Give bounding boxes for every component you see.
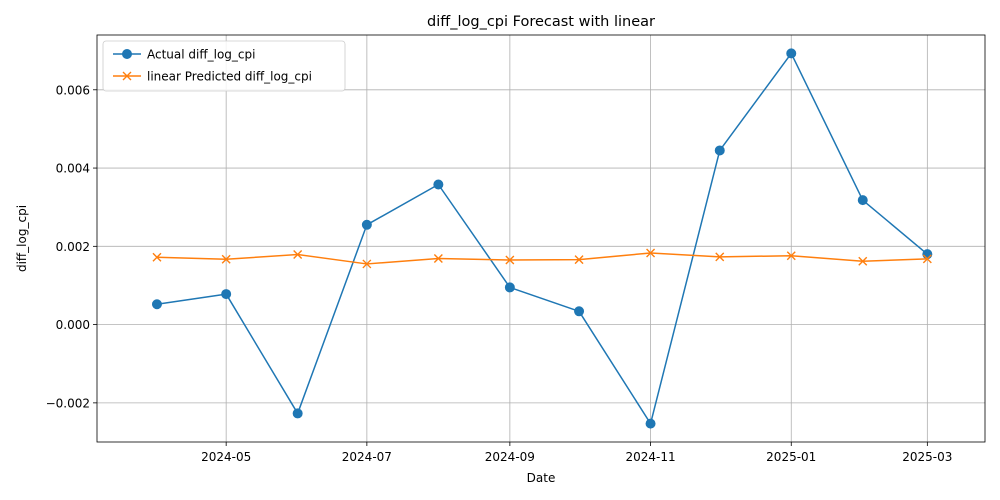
data-point: [293, 250, 303, 260]
legend-marker: [122, 71, 132, 81]
data-point: [505, 255, 515, 265]
data-point: [433, 179, 444, 190]
legend-item: Actual diff_log_cpi: [113, 48, 255, 62]
legend-label: Actual diff_log_cpi: [147, 48, 255, 62]
x-axis-label: Date: [527, 471, 556, 485]
data-point: [857, 195, 868, 206]
data-point: [361, 219, 372, 230]
data-point: [504, 282, 515, 293]
series-layer: [151, 48, 933, 429]
data-point: [221, 289, 232, 300]
data-point: [646, 248, 656, 258]
axis-ticks: 2024-05 2024-07 2024-09 2024-11 2025-01 2025-…: [46, 83, 953, 464]
data-point: [151, 299, 162, 310]
data-point: [645, 418, 656, 429]
x-tick-label: 2024-07: [342, 450, 392, 464]
data-point: [786, 48, 797, 59]
data-point: [786, 251, 796, 261]
x-tick-label: 2025-01: [766, 450, 816, 464]
data-point: [574, 255, 584, 265]
data-point: [362, 259, 372, 269]
series-line: [156, 52, 928, 425]
x-tick-label: 2024-05: [201, 450, 251, 464]
data-point: [922, 254, 932, 264]
data-point: [433, 253, 443, 263]
data-point: [922, 249, 933, 260]
x-tick-label: 2024-11: [625, 450, 675, 464]
x-tick-label: 2024-09: [485, 450, 535, 464]
y-tick-label: 0.006: [56, 83, 90, 97]
data-point: [574, 306, 585, 317]
legend-item: linear Predicted diff_log_cpi: [113, 70, 312, 84]
data-point: [292, 408, 303, 419]
legend-marker: [122, 49, 132, 59]
y-tick-label: 0.000: [56, 318, 90, 332]
legend-label: linear Predicted diff_log_cpi: [147, 70, 312, 84]
chart-title: diff_log_cpi Forecast with linear: [427, 14, 655, 30]
data-point: [858, 256, 868, 266]
data-point: [715, 252, 725, 262]
grid-lines: [97, 35, 985, 442]
x-tick-label: 2025-03: [902, 450, 952, 464]
data-point: [714, 145, 725, 156]
y-tick-label: 0.002: [56, 240, 90, 254]
data-point: [221, 254, 231, 264]
series-line: [156, 252, 928, 265]
data-point: [152, 252, 162, 262]
y-tick-label: 0.004: [56, 162, 90, 176]
plot-frame: [96, 34, 986, 443]
y-tick-label: −0.002: [46, 396, 90, 410]
y-axis-label: diff_log_cpi: [15, 205, 29, 272]
legend-box: [102, 40, 346, 92]
series-predicted: [152, 248, 932, 269]
series-actual: [151, 48, 933, 429]
